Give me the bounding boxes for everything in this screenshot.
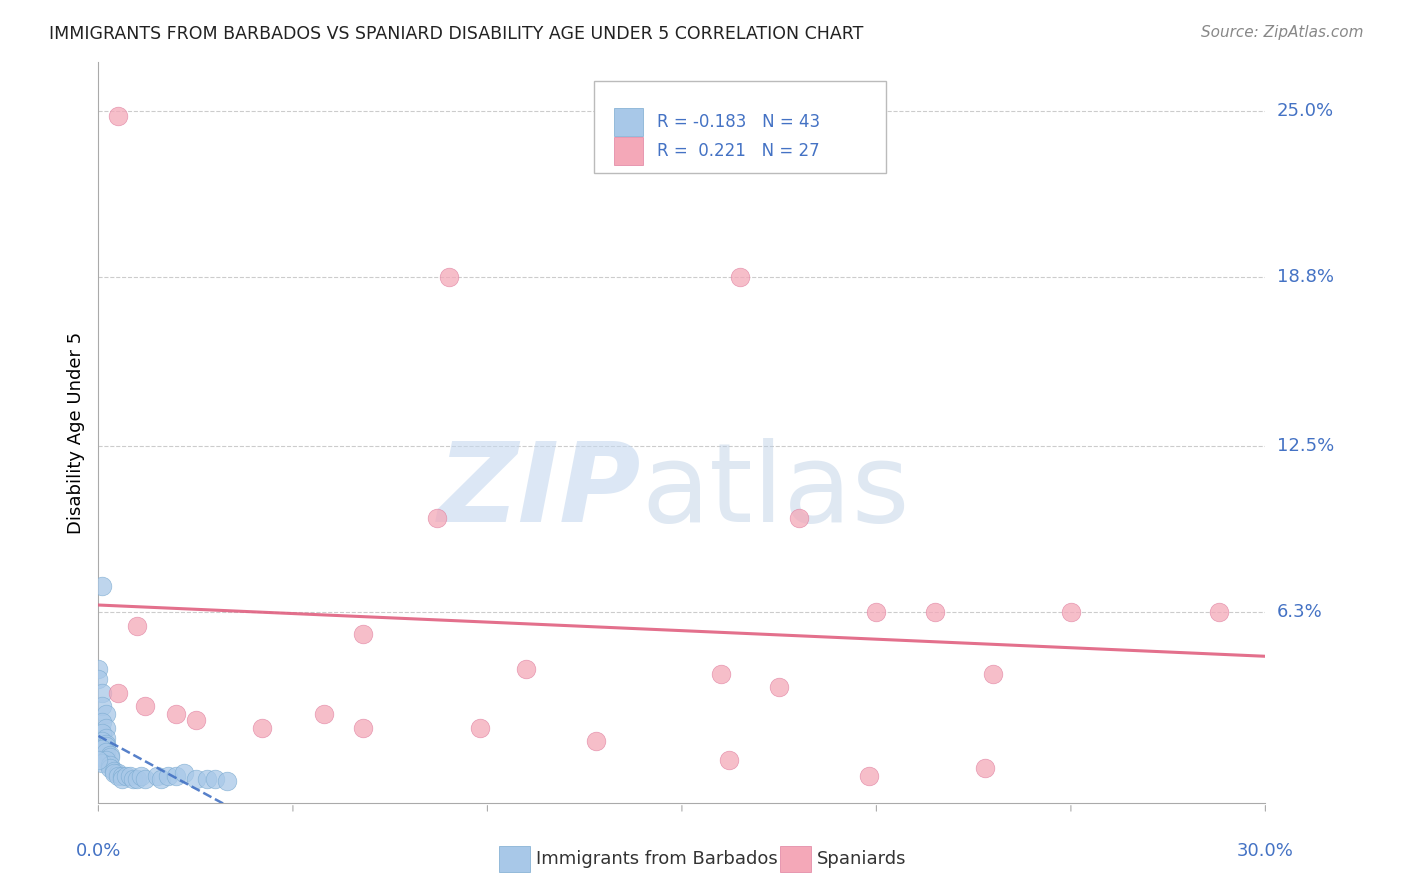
Text: Immigrants from Barbados: Immigrants from Barbados [536,850,778,868]
FancyBboxPatch shape [595,81,886,173]
Point [127,619,149,633]
Point [98,750,121,764]
Text: IMMIGRANTS FROM BARBADOS VS SPANIARD DISABILITY AGE UNDER 5 CORRELATION CHART: IMMIGRANTS FROM BARBADOS VS SPANIARD DIS… [49,25,863,43]
Point [111,769,134,783]
Point [195,772,218,786]
Point [96,745,118,759]
Point [91,742,114,756]
Text: ZIP: ZIP [437,438,641,545]
Point [437,270,460,285]
Point [107,769,129,783]
Text: atlas: atlas [641,438,910,545]
Point [730,270,752,285]
Point [91,578,114,592]
Point [96,739,118,754]
Text: R = -0.183   N = 43: R = -0.183 N = 43 [658,113,821,131]
Point [974,761,997,775]
Text: 18.8%: 18.8% [1277,268,1333,286]
Text: 30.0%: 30.0% [1237,842,1294,860]
Point [204,772,226,786]
Point [107,109,129,123]
Point [87,753,110,767]
Point [87,673,110,687]
Point [146,769,169,783]
Point [103,766,125,780]
Point [426,511,449,525]
Point [96,721,118,735]
Y-axis label: Disability Age Under 5: Disability Age Under 5 [66,332,84,533]
Point [468,721,491,735]
Point [250,721,273,735]
Point [858,769,880,783]
Point [91,699,114,714]
Point [352,627,374,641]
Point [1208,605,1230,619]
Point [865,605,887,619]
Point [165,769,187,783]
Point [96,707,118,722]
Point [184,713,207,727]
Point [98,758,121,772]
Point [924,605,946,619]
Point [312,707,335,722]
Point [107,686,129,700]
Point [98,747,121,762]
Point [710,667,733,681]
Point [91,726,114,740]
Point [215,774,238,789]
Point [91,756,114,770]
Point [717,753,740,767]
Text: 25.0%: 25.0% [1277,102,1334,120]
Text: R =  0.221   N = 27: R = 0.221 N = 27 [658,142,820,160]
Point [87,662,110,676]
Text: Spaniards: Spaniards [817,850,907,868]
Point [122,772,145,786]
Text: Source: ZipAtlas.com: Source: ZipAtlas.com [1201,25,1364,40]
Point [91,715,114,730]
Bar [614,108,644,136]
Point [157,769,180,783]
Point [1060,605,1083,619]
Point [111,772,134,786]
Point [787,511,810,525]
Point [184,772,207,786]
Point [768,681,790,695]
Text: 0.0%: 0.0% [76,842,121,860]
Point [134,772,156,786]
Point [134,699,156,714]
Point [585,734,607,748]
Point [98,761,121,775]
Point [352,721,374,735]
Point [173,766,195,780]
Point [107,766,129,780]
Text: 6.3%: 6.3% [1277,603,1322,622]
Point [96,737,118,751]
Point [96,731,118,746]
Point [515,662,537,676]
Point [103,764,125,778]
Point [165,707,187,722]
Point [149,772,172,786]
Bar [614,137,644,165]
Point [118,769,141,783]
Point [96,753,118,767]
Point [114,769,136,783]
Point [127,772,149,786]
Text: 12.5%: 12.5% [1277,437,1334,455]
Point [981,667,1004,681]
Point [129,769,152,783]
Point [91,686,114,700]
Point [91,734,114,748]
